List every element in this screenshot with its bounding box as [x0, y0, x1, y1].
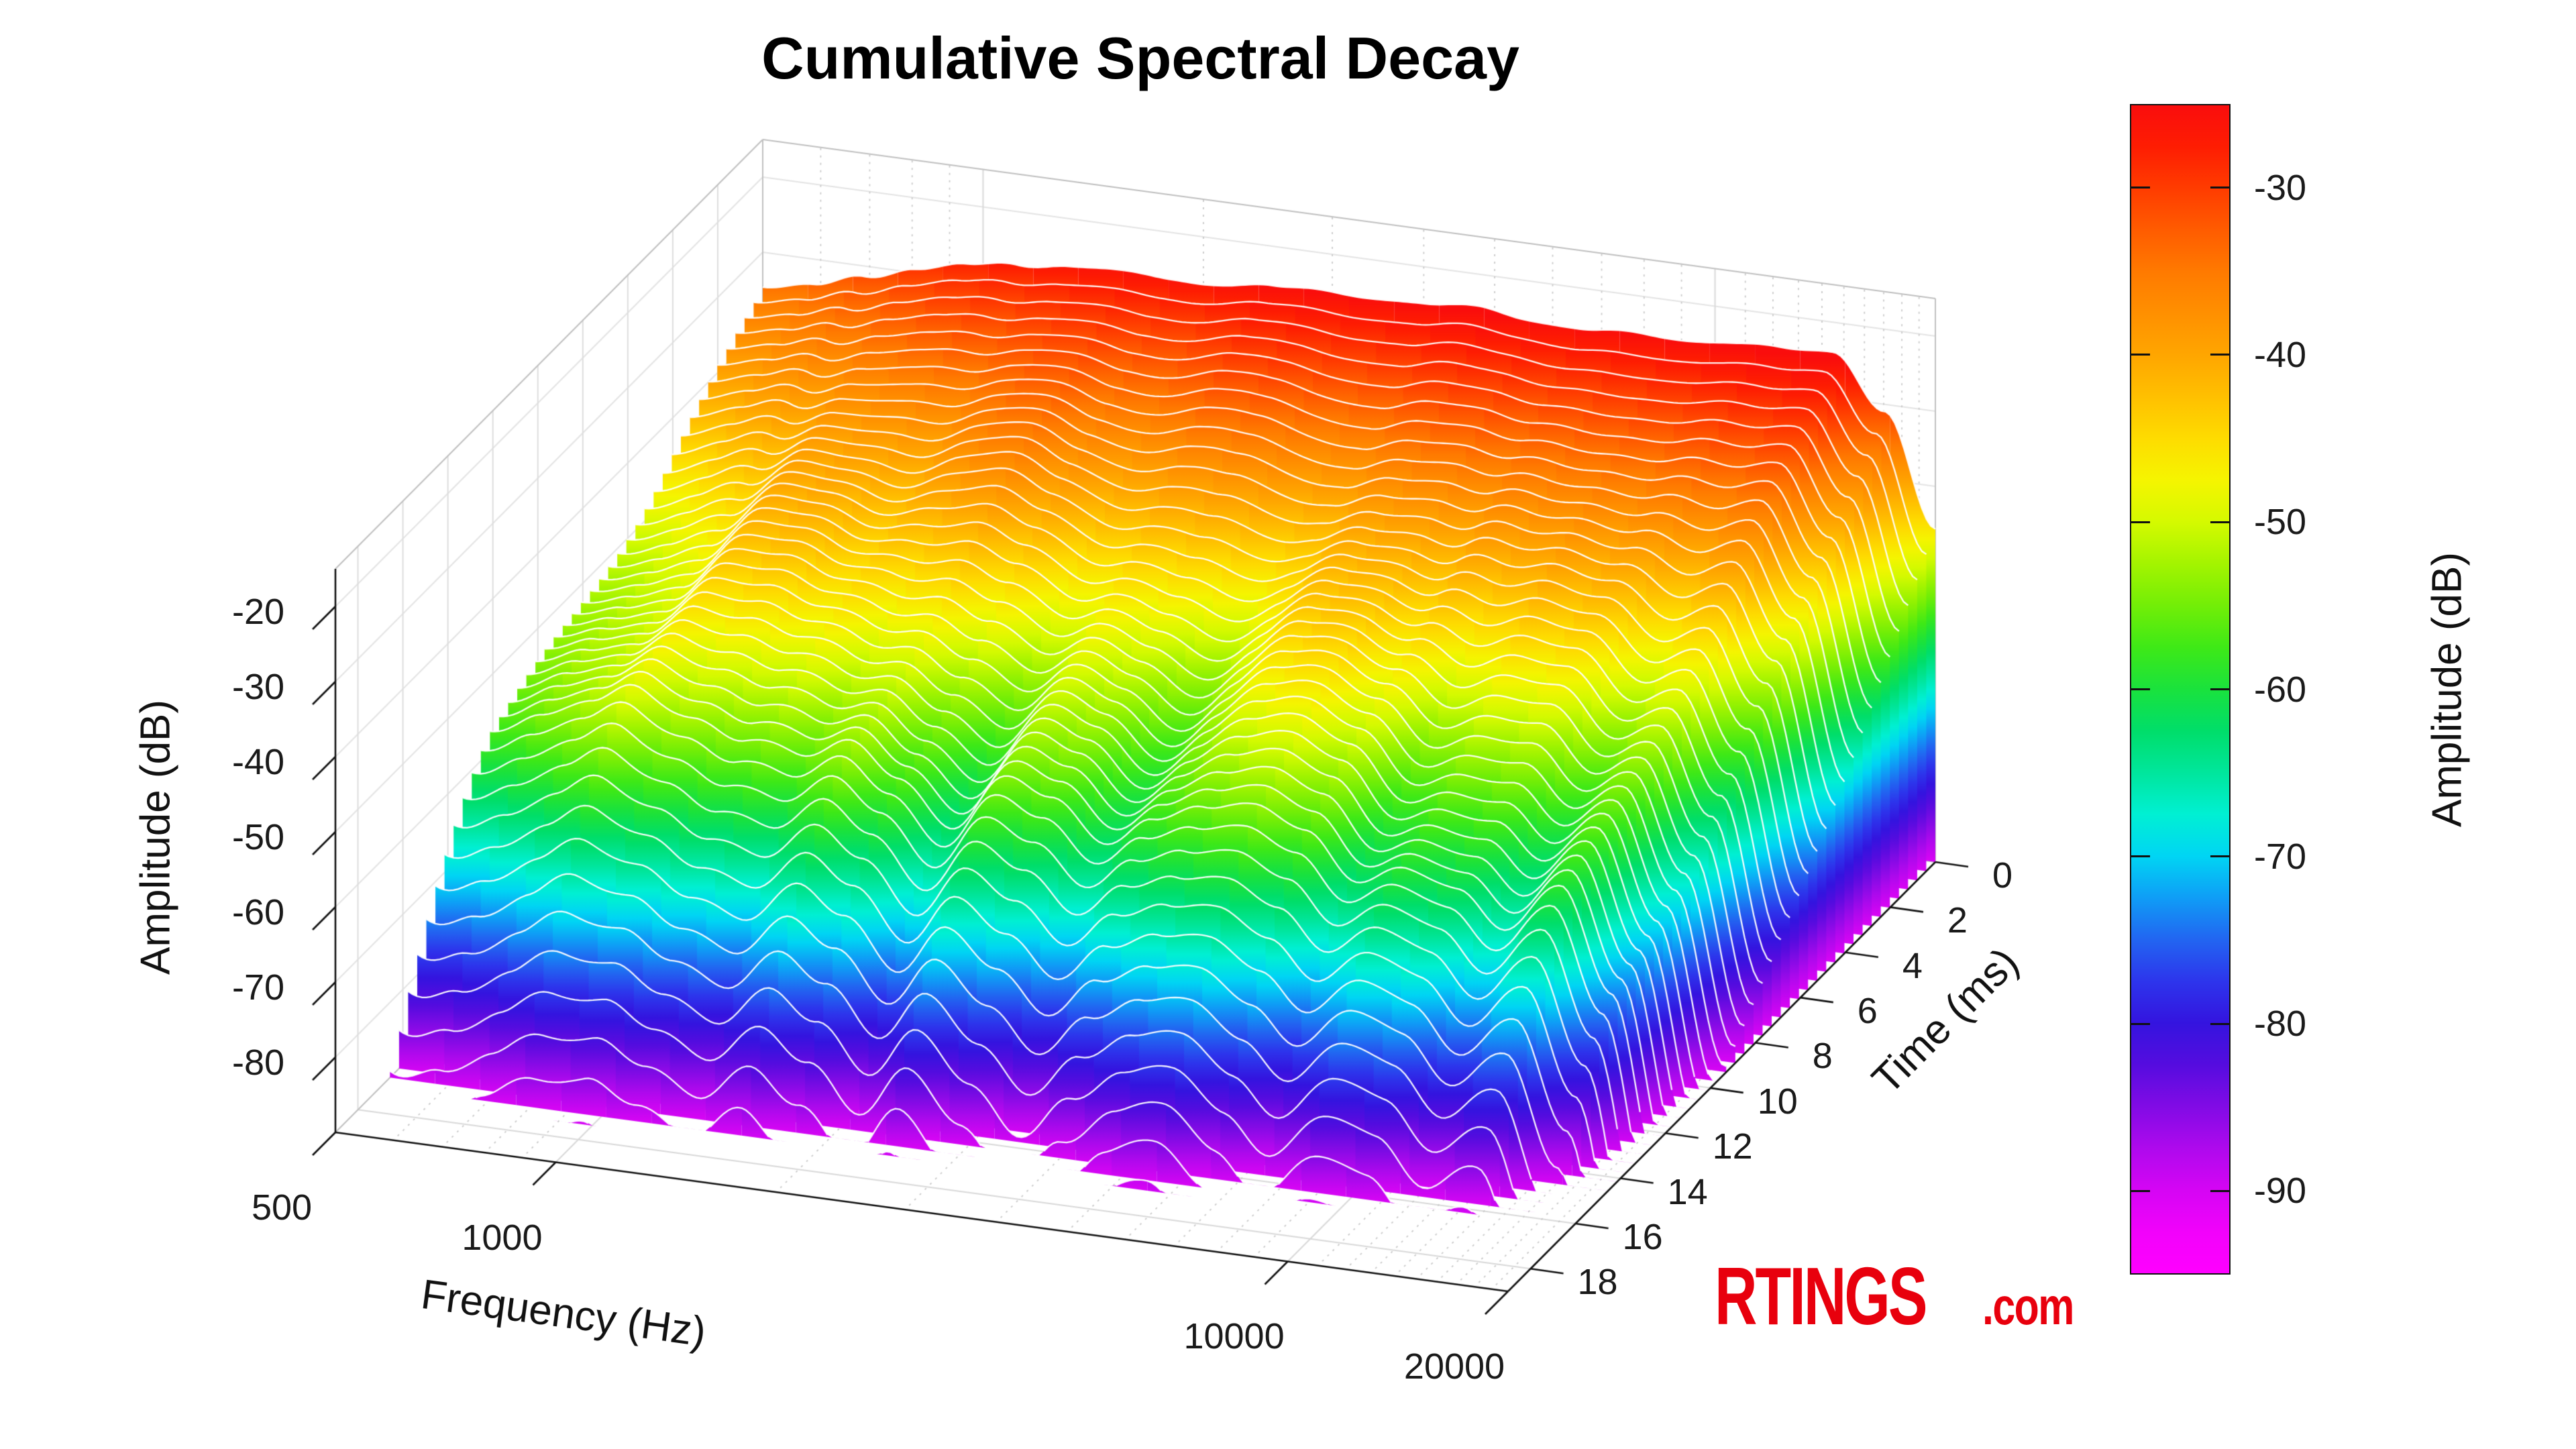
- chart-title: Cumulative Spectral Decay: [761, 25, 1519, 91]
- colorbar-tick-label: -50: [2254, 502, 2307, 543]
- colorbar-tick: [2131, 855, 2150, 858]
- colorbar-tick: [2210, 688, 2229, 690]
- colorbar-tick: [2210, 1022, 2229, 1025]
- amp-tick-label: -60: [231, 892, 285, 932]
- amp-tick-label: -70: [231, 967, 285, 1008]
- colorbar-tick-label: -30: [2254, 167, 2307, 208]
- time-tick-label: 16: [1622, 1216, 1663, 1257]
- time-tick-label: 8: [1812, 1036, 1833, 1077]
- freq-tick-label: 10000: [1183, 1316, 1285, 1357]
- time-tick-label: 0: [1992, 855, 2013, 896]
- colorbar-tick: [2210, 521, 2229, 523]
- rtings-wordmark: RTINGS: [1715, 1250, 1927, 1342]
- time-tick-label: 2: [1947, 900, 1968, 941]
- colorbar-tick: [2210, 855, 2229, 858]
- colorbar-tick-label: -80: [2254, 1004, 2307, 1044]
- colorbar-tick-label: -40: [2254, 334, 2307, 375]
- colorbar-tick: [2131, 186, 2150, 189]
- time-tick-label: 4: [1902, 945, 1923, 986]
- colorbar-tick: [2210, 354, 2229, 356]
- colorbar-tick: [2210, 186, 2229, 189]
- colorbar-tick-label: -90: [2254, 1171, 2307, 1212]
- time-tick-label: 12: [1712, 1126, 1753, 1167]
- colorbar-tick-label: -70: [2254, 836, 2307, 877]
- colorbar-tick: [2131, 1189, 2150, 1192]
- freq-tick-label: 1000: [462, 1217, 543, 1258]
- time-tick-label: 18: [1577, 1262, 1618, 1303]
- time-tick-label: 14: [1667, 1171, 1708, 1212]
- colorbar-tick-label: -60: [2254, 669, 2307, 710]
- time-tick-label: 10: [1757, 1081, 1798, 1122]
- colorbar-tick: [2131, 688, 2150, 690]
- amp-tick-label: -50: [231, 817, 285, 857]
- freq-tick-label: 20000: [1403, 1346, 1505, 1387]
- colorbar-tick: [2131, 521, 2150, 523]
- time-tick-label: 6: [1857, 991, 1878, 1032]
- amp-tick-label: -20: [231, 592, 285, 632]
- freq-tick-label: 500: [251, 1187, 313, 1228]
- colorbar-tick: [2131, 354, 2150, 356]
- amp-tick-label: -40: [231, 742, 285, 782]
- rtings-watermark: RTINGS .com: [1715, 1249, 2099, 1343]
- colorbar-tick: [2210, 1189, 2229, 1192]
- rtings-wordmark-suffix: .com: [1982, 1277, 2074, 1336]
- amp-tick-label: -80: [231, 1042, 285, 1083]
- amp-tick-label: -30: [231, 667, 285, 707]
- colorbar-tick: [2131, 1022, 2150, 1025]
